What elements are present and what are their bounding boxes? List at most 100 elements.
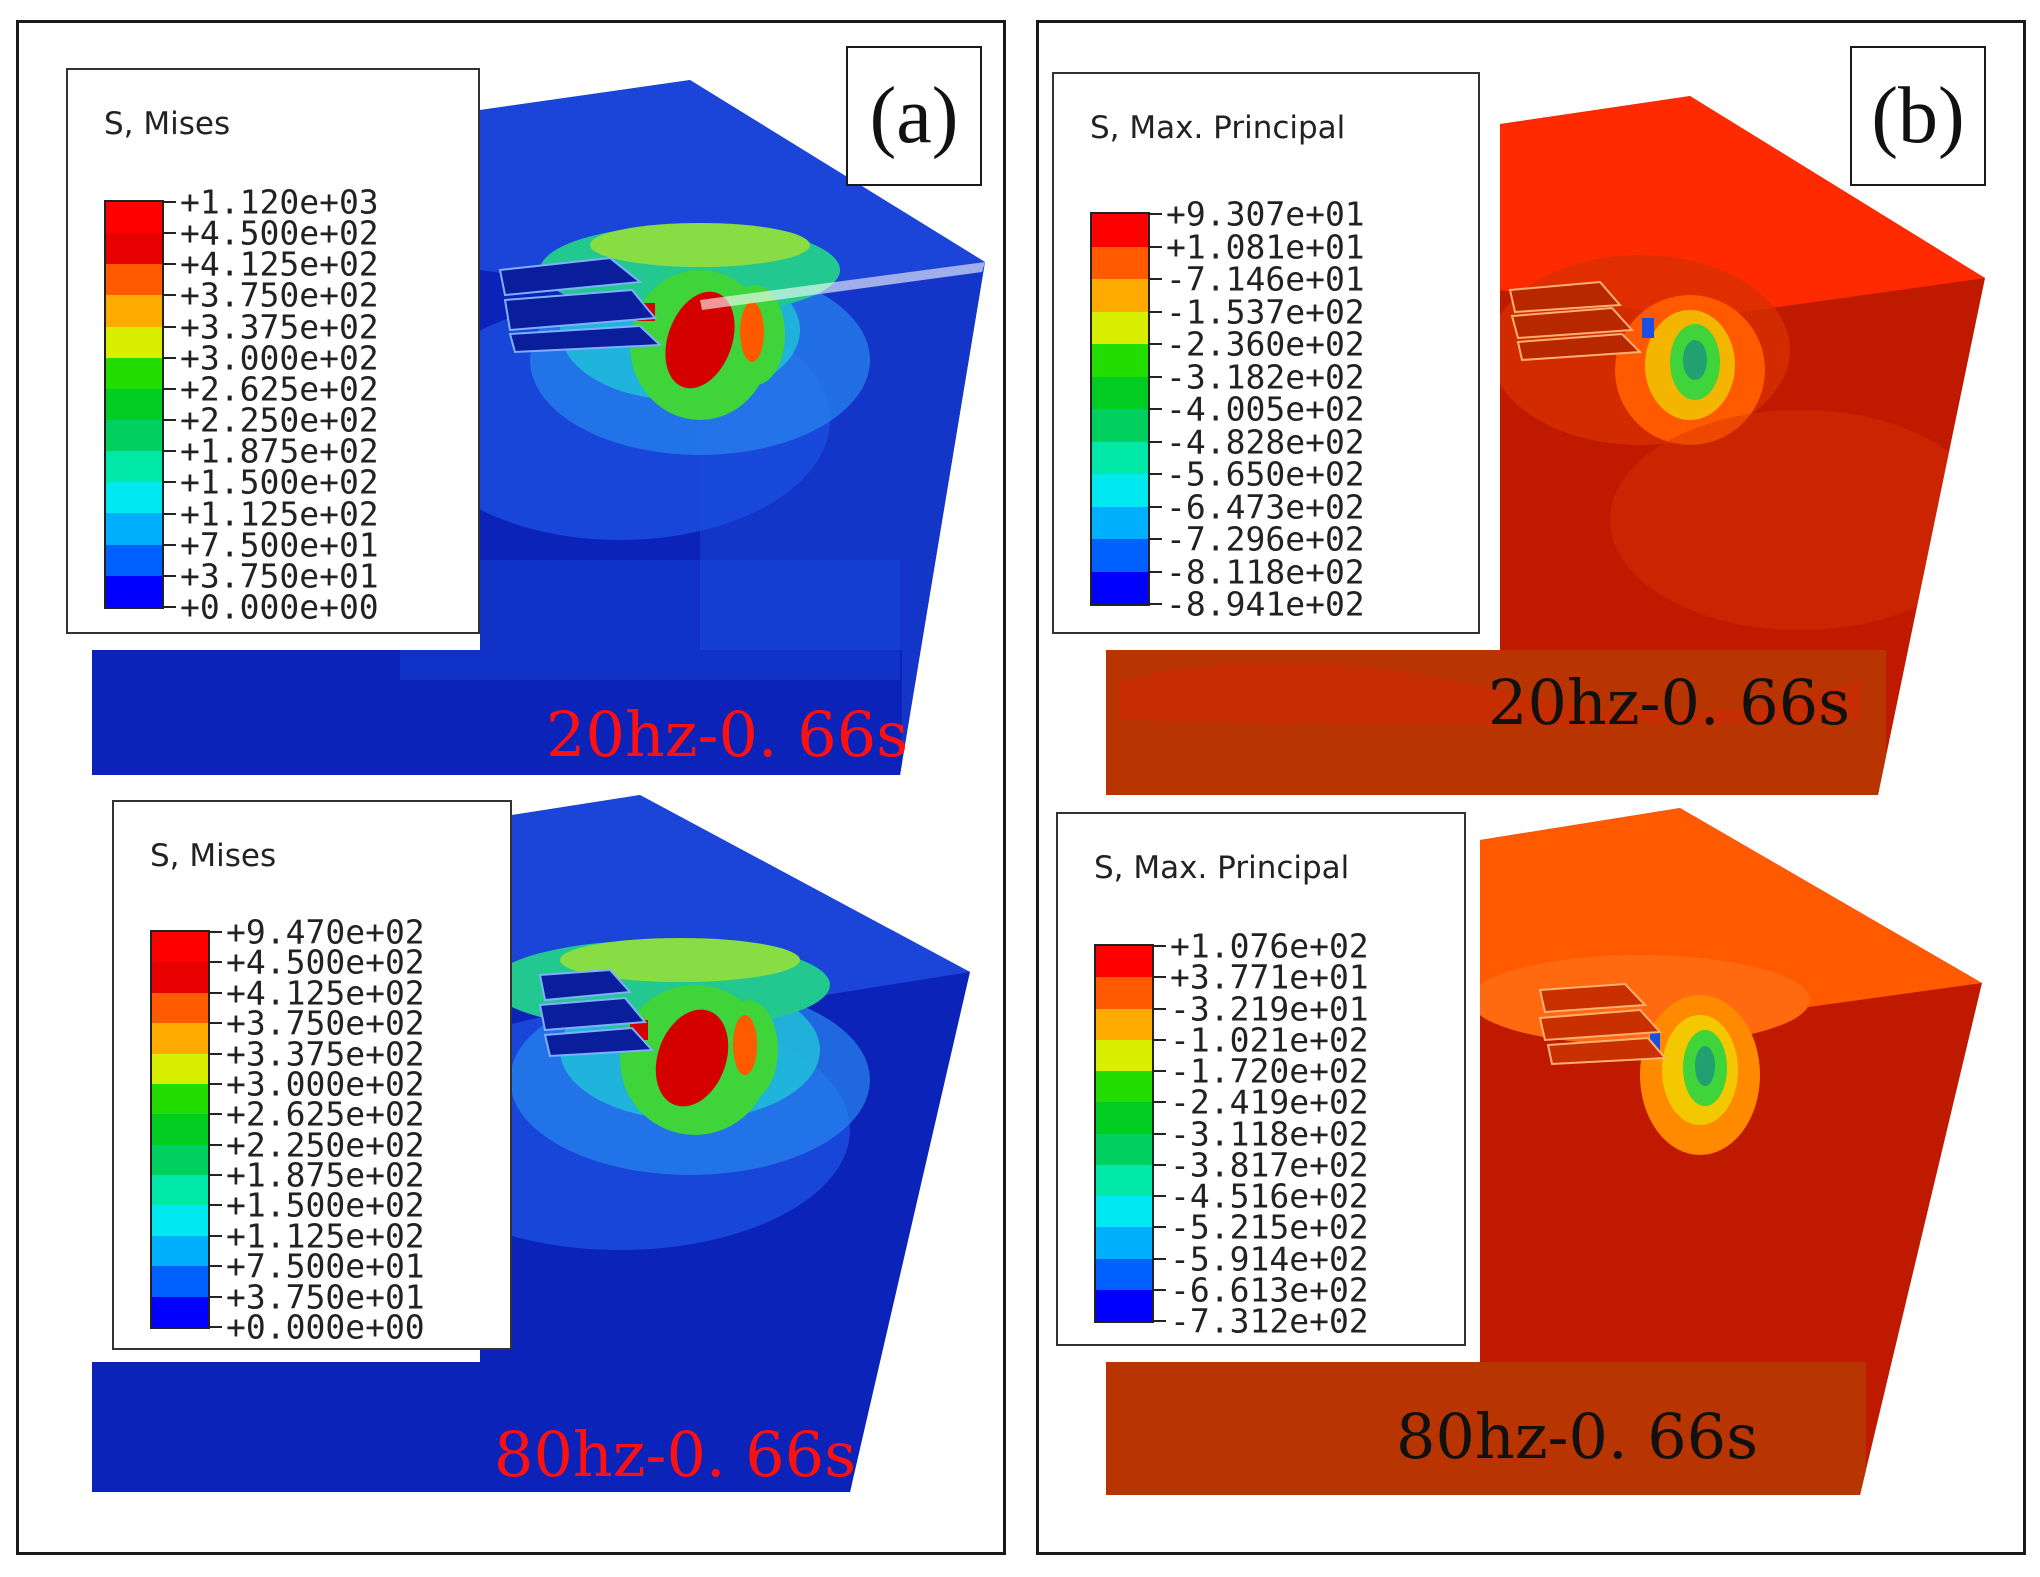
tick-mark (1152, 1163, 1166, 1166)
color-swatch (106, 482, 162, 514)
legend-value: +1.500e+02 (180, 462, 379, 502)
color-swatch (152, 1266, 208, 1297)
color-swatch (1092, 506, 1148, 539)
color-swatch (152, 1114, 208, 1145)
panel-a-label: (a) (846, 46, 982, 186)
legend-value: +1.125e+02 (226, 1216, 425, 1256)
color-swatch (1092, 214, 1148, 247)
legend-value: +9.470e+02 (226, 912, 425, 952)
legend-value: +3.750e+02 (226, 1003, 425, 1043)
color-swatch (1092, 279, 1148, 312)
legend-value: -6.613e+02 (1170, 1270, 1369, 1310)
tick-mark (1152, 1257, 1166, 1260)
legend-a-bottom: S, Mises +9.470e+02 +4.500e+02 +4.125e+02 +… (112, 800, 512, 1350)
tick-mark (1148, 375, 1162, 378)
tick-mark (162, 512, 176, 515)
tick-mark (1148, 473, 1162, 475)
color-swatch (152, 932, 208, 963)
caption-a-bottom: 80hz-0. 66s (494, 1418, 857, 1491)
legend-value: +3.750e+01 (180, 556, 379, 596)
tick-mark (208, 1174, 222, 1177)
tick-mark (162, 450, 176, 453)
color-swatch (152, 1083, 208, 1115)
color-swatch (1092, 409, 1148, 442)
legend-value: +3.750e+01 (226, 1277, 425, 1317)
legend-value: +1.076e+02 (1170, 926, 1369, 966)
tick-mark (208, 1143, 222, 1146)
tick-mark (162, 232, 176, 235)
panel-a-frame (16, 20, 1006, 1555)
legend-value: -1.021e+02 (1170, 1020, 1369, 1060)
tick-mark (1152, 976, 1166, 979)
color-swatch (1092, 539, 1148, 572)
panel-b-label: (b) (1850, 46, 1986, 186)
color-swatch (152, 962, 208, 993)
tick-mark (162, 419, 176, 422)
tick-mark (1152, 1038, 1166, 1041)
legend-value: +4.500e+02 (180, 213, 379, 253)
tick-mark (1152, 1007, 1166, 1010)
tick-mark (162, 201, 176, 203)
color-swatch (106, 544, 162, 576)
tick-mark (1148, 570, 1162, 573)
tick-mark (1152, 1195, 1166, 1197)
legend-value: -1.720e+02 (1170, 1051, 1369, 1091)
color-swatch (1096, 1227, 1152, 1259)
color-swatch (106, 233, 162, 265)
tick-mark (208, 931, 222, 933)
tick-mark (208, 1052, 222, 1055)
color-swatch (1096, 1102, 1152, 1134)
tick-mark (1152, 1320, 1166, 1322)
tick-mark (162, 574, 176, 577)
legend-value: -6.473e+02 (1166, 487, 1365, 526)
legend-value: +4.500e+02 (226, 942, 425, 982)
legend-value: +3.000e+02 (180, 338, 379, 378)
legend-value: +1.081e+01 (1166, 227, 1365, 266)
tick-mark (1148, 245, 1162, 248)
color-swatch (152, 1023, 208, 1054)
tick-mark (1152, 1070, 1166, 1072)
legend-value: -4.516e+02 (1170, 1176, 1369, 1216)
tick-mark (162, 263, 176, 266)
color-swatch (1096, 1071, 1152, 1103)
legend-value: +3.750e+02 (180, 275, 379, 315)
color-swatch (1092, 311, 1148, 344)
tick-mark (1148, 603, 1162, 605)
tick-mark (208, 1204, 222, 1207)
tick-mark (208, 961, 222, 964)
legend-value: -5.215e+02 (1170, 1207, 1369, 1247)
color-swatch (152, 1235, 208, 1267)
legend-value: -3.817e+02 (1170, 1145, 1369, 1185)
tick-mark (1148, 440, 1162, 443)
legend-value: -1.537e+02 (1166, 292, 1365, 331)
tick-mark (208, 1234, 222, 1237)
color-swatch (1092, 474, 1148, 507)
tick-mark (1152, 945, 1166, 947)
color-swatch (106, 326, 162, 358)
color-bar (1090, 212, 1150, 606)
color-swatch (152, 1205, 208, 1236)
color-swatch (106, 388, 162, 420)
tick-mark (1152, 1288, 1166, 1291)
color-swatch (106, 295, 162, 327)
tick-mark (208, 1295, 222, 1298)
color-swatch (106, 575, 162, 607)
panel-b-frame (1036, 20, 2026, 1555)
color-swatch (1092, 441, 1148, 474)
legend-value: -2.419e+02 (1170, 1082, 1369, 1122)
tick-mark (1152, 1101, 1166, 1104)
legend-value: -7.146e+01 (1166, 259, 1365, 299)
tick-mark (1148, 213, 1162, 215)
color-bar (150, 930, 210, 1329)
legend-title: S, Max. Principal (1094, 850, 1350, 886)
color-swatch (106, 264, 162, 296)
tick-mark (1148, 278, 1162, 280)
legend-value: +3.771e+01 (1170, 957, 1369, 997)
color-swatch (106, 357, 162, 389)
color-swatch (152, 1175, 208, 1206)
color-swatch (106, 419, 162, 452)
legend-b-top: S, Max. Principal +9.307e+01 +1.081e+01 -7… (1052, 72, 1480, 634)
legend-value: +3.375e+02 (226, 1034, 425, 1074)
legend-b-bottom: S, Max. Principal +1.076e+02 +3.771e+01 -3… (1056, 812, 1466, 1346)
tick-mark (162, 325, 176, 328)
